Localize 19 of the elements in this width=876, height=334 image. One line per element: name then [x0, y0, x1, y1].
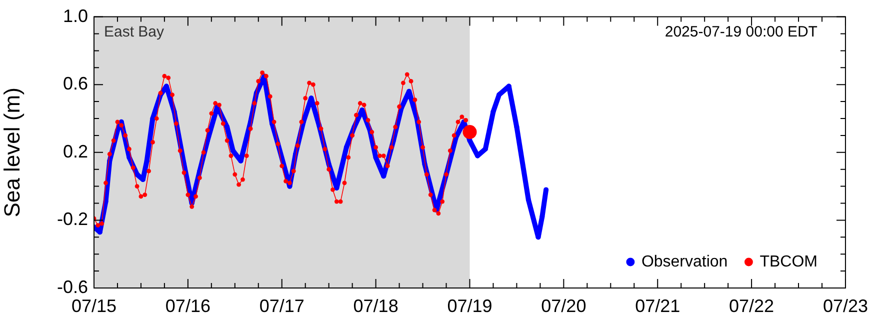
- x-tick-label: 07/15: [71, 296, 117, 316]
- band-label: East Bay: [104, 23, 165, 40]
- y-tick-label: 0.6: [62, 74, 88, 94]
- y-tick-label: -0.2: [56, 209, 88, 230]
- x-tick-label: 07/18: [353, 296, 398, 316]
- x-tick-label: 07/17: [259, 296, 304, 316]
- annotation: 2025-07-19 00:00 EDT: [664, 23, 818, 40]
- x-tick-label: 07/22: [729, 296, 774, 316]
- y-axis-title: Sea level (m): [0, 88, 24, 218]
- y-tick-label: 0.2: [62, 141, 88, 162]
- legend-label: Observation: [641, 253, 728, 270]
- x-tick-label: 07/19: [447, 296, 492, 316]
- x-tick-label: 07/23: [822, 296, 868, 316]
- y-tick-label: 1.0: [62, 6, 88, 26]
- x-tick-label: 07/20: [541, 296, 586, 316]
- legend-label: TBCOM: [760, 253, 818, 270]
- y-tick-label: -0.6: [56, 276, 88, 297]
- x-tick-label: 07/21: [635, 296, 680, 316]
- x-tick-label: 07/16: [165, 296, 210, 316]
